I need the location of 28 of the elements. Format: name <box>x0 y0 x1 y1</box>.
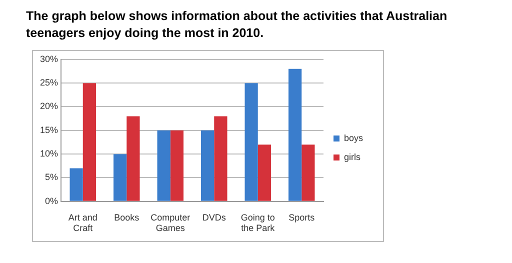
bar <box>201 130 214 201</box>
x-tick-label: Computer Games <box>150 212 190 234</box>
x-tick-label: Art and Craft <box>68 212 98 234</box>
bar <box>114 154 127 201</box>
bar <box>244 83 258 201</box>
x-tick-label: Going to the Park <box>240 212 276 234</box>
bar <box>126 116 140 201</box>
x-tick-label: DVDs <box>202 212 226 222</box>
bar <box>170 130 184 201</box>
x-tick-label: Books <box>114 212 140 222</box>
y-tick-label: 20% <box>40 101 58 112</box>
y-tick-label: 15% <box>40 124 58 135</box>
bar <box>258 144 271 201</box>
legend-label: girls <box>344 152 361 162</box>
bar <box>302 144 315 201</box>
y-tick-label: 0% <box>45 196 58 206</box>
bar <box>214 116 228 201</box>
y-tick-label: 5% <box>45 172 58 182</box>
y-tick-label: 30% <box>40 54 58 64</box>
legend-label: boys <box>344 132 364 143</box>
bar <box>288 68 302 201</box>
bar <box>157 130 170 201</box>
x-tick-label: Sports <box>288 212 316 222</box>
bar <box>70 168 83 201</box>
bar <box>82 83 96 201</box>
chart-title: The graph below shows information about the activities that Australian teenagers enjoy doing the most in 2010. <box>26 8 448 42</box>
y-tick-label: 10% <box>40 148 58 159</box>
y-tick-label: 25% <box>40 78 58 88</box>
